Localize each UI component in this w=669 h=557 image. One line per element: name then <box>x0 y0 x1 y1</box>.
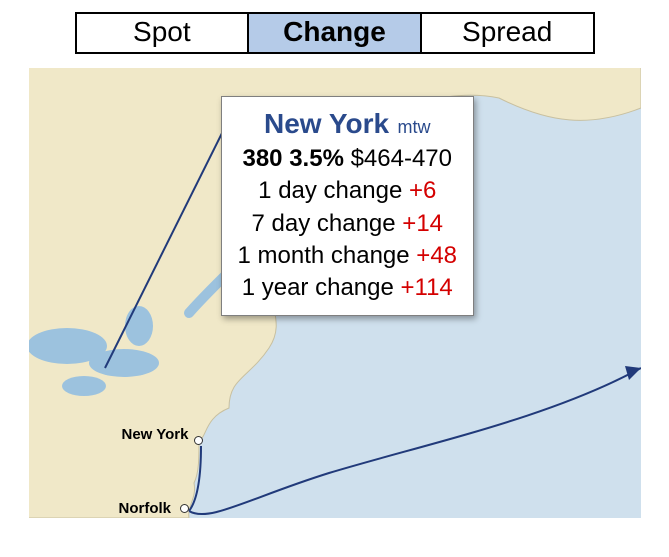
port-label-new-york: New York <box>122 426 189 443</box>
tooltip-range: $464-470 <box>351 145 452 172</box>
tooltip-change-1y-label: 1 year change <box>242 274 394 301</box>
port-dot-norfolk[interactable] <box>180 504 189 513</box>
tooltip-change-7d-label: 7 day change <box>252 210 396 237</box>
port-label-norfolk: Norfolk <box>119 500 172 517</box>
tooltip-change-1m-label: 1 month change <box>238 242 410 269</box>
tooltip-change-1d: 1 day change +6 <box>238 175 458 207</box>
tab-change[interactable]: Change <box>247 14 420 52</box>
tooltip-change-1m: 1 month change +48 <box>238 240 458 272</box>
tooltip-unit: mtw <box>397 117 430 137</box>
port-dot-new-york[interactable] <box>194 436 203 445</box>
tooltip-title: New York <box>264 108 389 139</box>
tooltip-change-1y-value: +114 <box>401 274 453 301</box>
map-panel[interactable]: New York Norfolk New York mtw 380 3.5% $… <box>29 68 641 518</box>
tooltip-change-1m-value: +48 <box>416 242 457 269</box>
tooltip-change-1d-value: +6 <box>409 177 436 204</box>
tooltip-price-row: 380 3.5% $464-470 <box>238 143 458 175</box>
tooltip-change-1y: 1 year change +114 <box>238 272 458 304</box>
tooltip-title-row: New York mtw <box>238 105 458 143</box>
tab-spread[interactable]: Spread <box>420 14 593 52</box>
tab-spot[interactable]: Spot <box>77 14 248 52</box>
tooltip-change-7d: 7 day change +14 <box>238 208 458 240</box>
port-tooltip: New York mtw 380 3.5% $464-470 1 day cha… <box>221 96 475 316</box>
tooltip-change-1d-label: 1 day change <box>258 177 402 204</box>
tooltip-grade: 380 <box>242 145 282 172</box>
tooltip-sulphur: 3.5% <box>289 145 344 172</box>
tooltip-change-7d-value: +14 <box>402 210 443 237</box>
view-tabs: Spot Change Spread <box>75 12 595 54</box>
